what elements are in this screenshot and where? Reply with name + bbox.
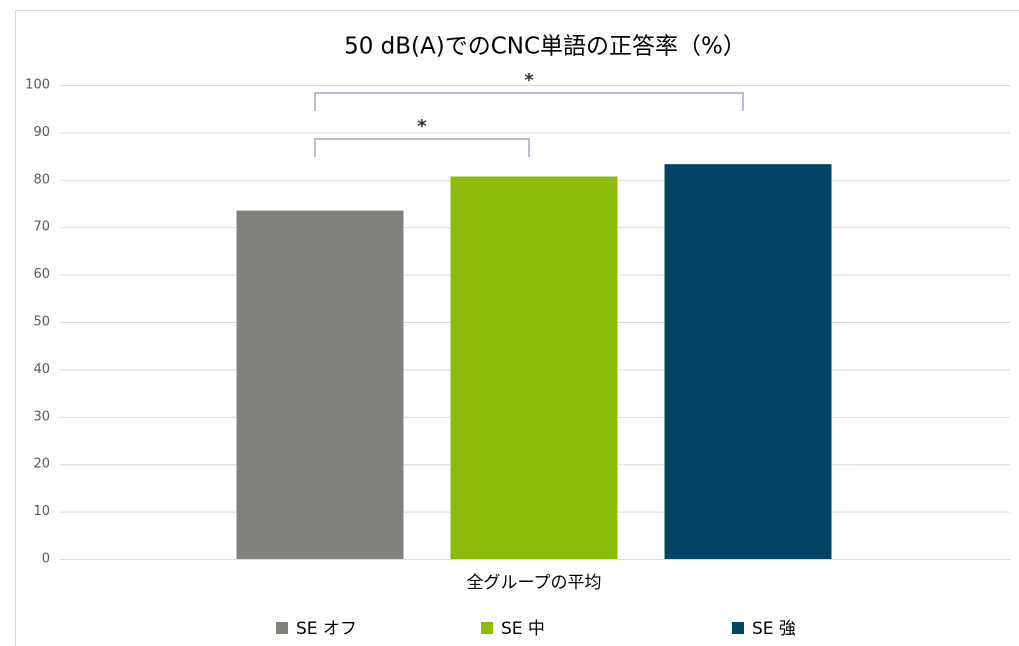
y-tick-label: 80 [33,172,50,187]
bar [664,164,832,559]
annotation: * [524,70,534,91]
y-tick-label: 30 [33,409,50,424]
chart-title: 50 dB(A)でのCNC単語の正答率（%） [344,34,746,60]
y-tick-label: 10 [33,504,50,519]
legend-swatch [732,622,744,634]
bar [236,210,404,560]
y-tick-label: 50 [33,315,50,330]
annotation: * [417,116,427,137]
bar [450,176,618,559]
significance-bracket [314,138,530,157]
significance-bracket [314,92,744,111]
x-tick-label: 全グループの平均 [467,573,602,593]
legend-swatch [481,622,493,634]
y-tick-label: 0 [42,552,50,567]
legend-label: SE オフ [296,619,357,639]
y-tick-label: 40 [33,362,50,377]
y-tick-label: 70 [33,220,50,235]
y-tick-label: 90 [33,125,50,140]
legend-swatch [276,622,288,634]
legend-label: SE 強 [752,619,796,639]
y-tick-label: 20 [33,457,50,472]
y-tick-label: 60 [33,267,50,282]
y-tick-label: 100 [25,78,50,93]
legend-label: SE 中 [501,619,545,639]
